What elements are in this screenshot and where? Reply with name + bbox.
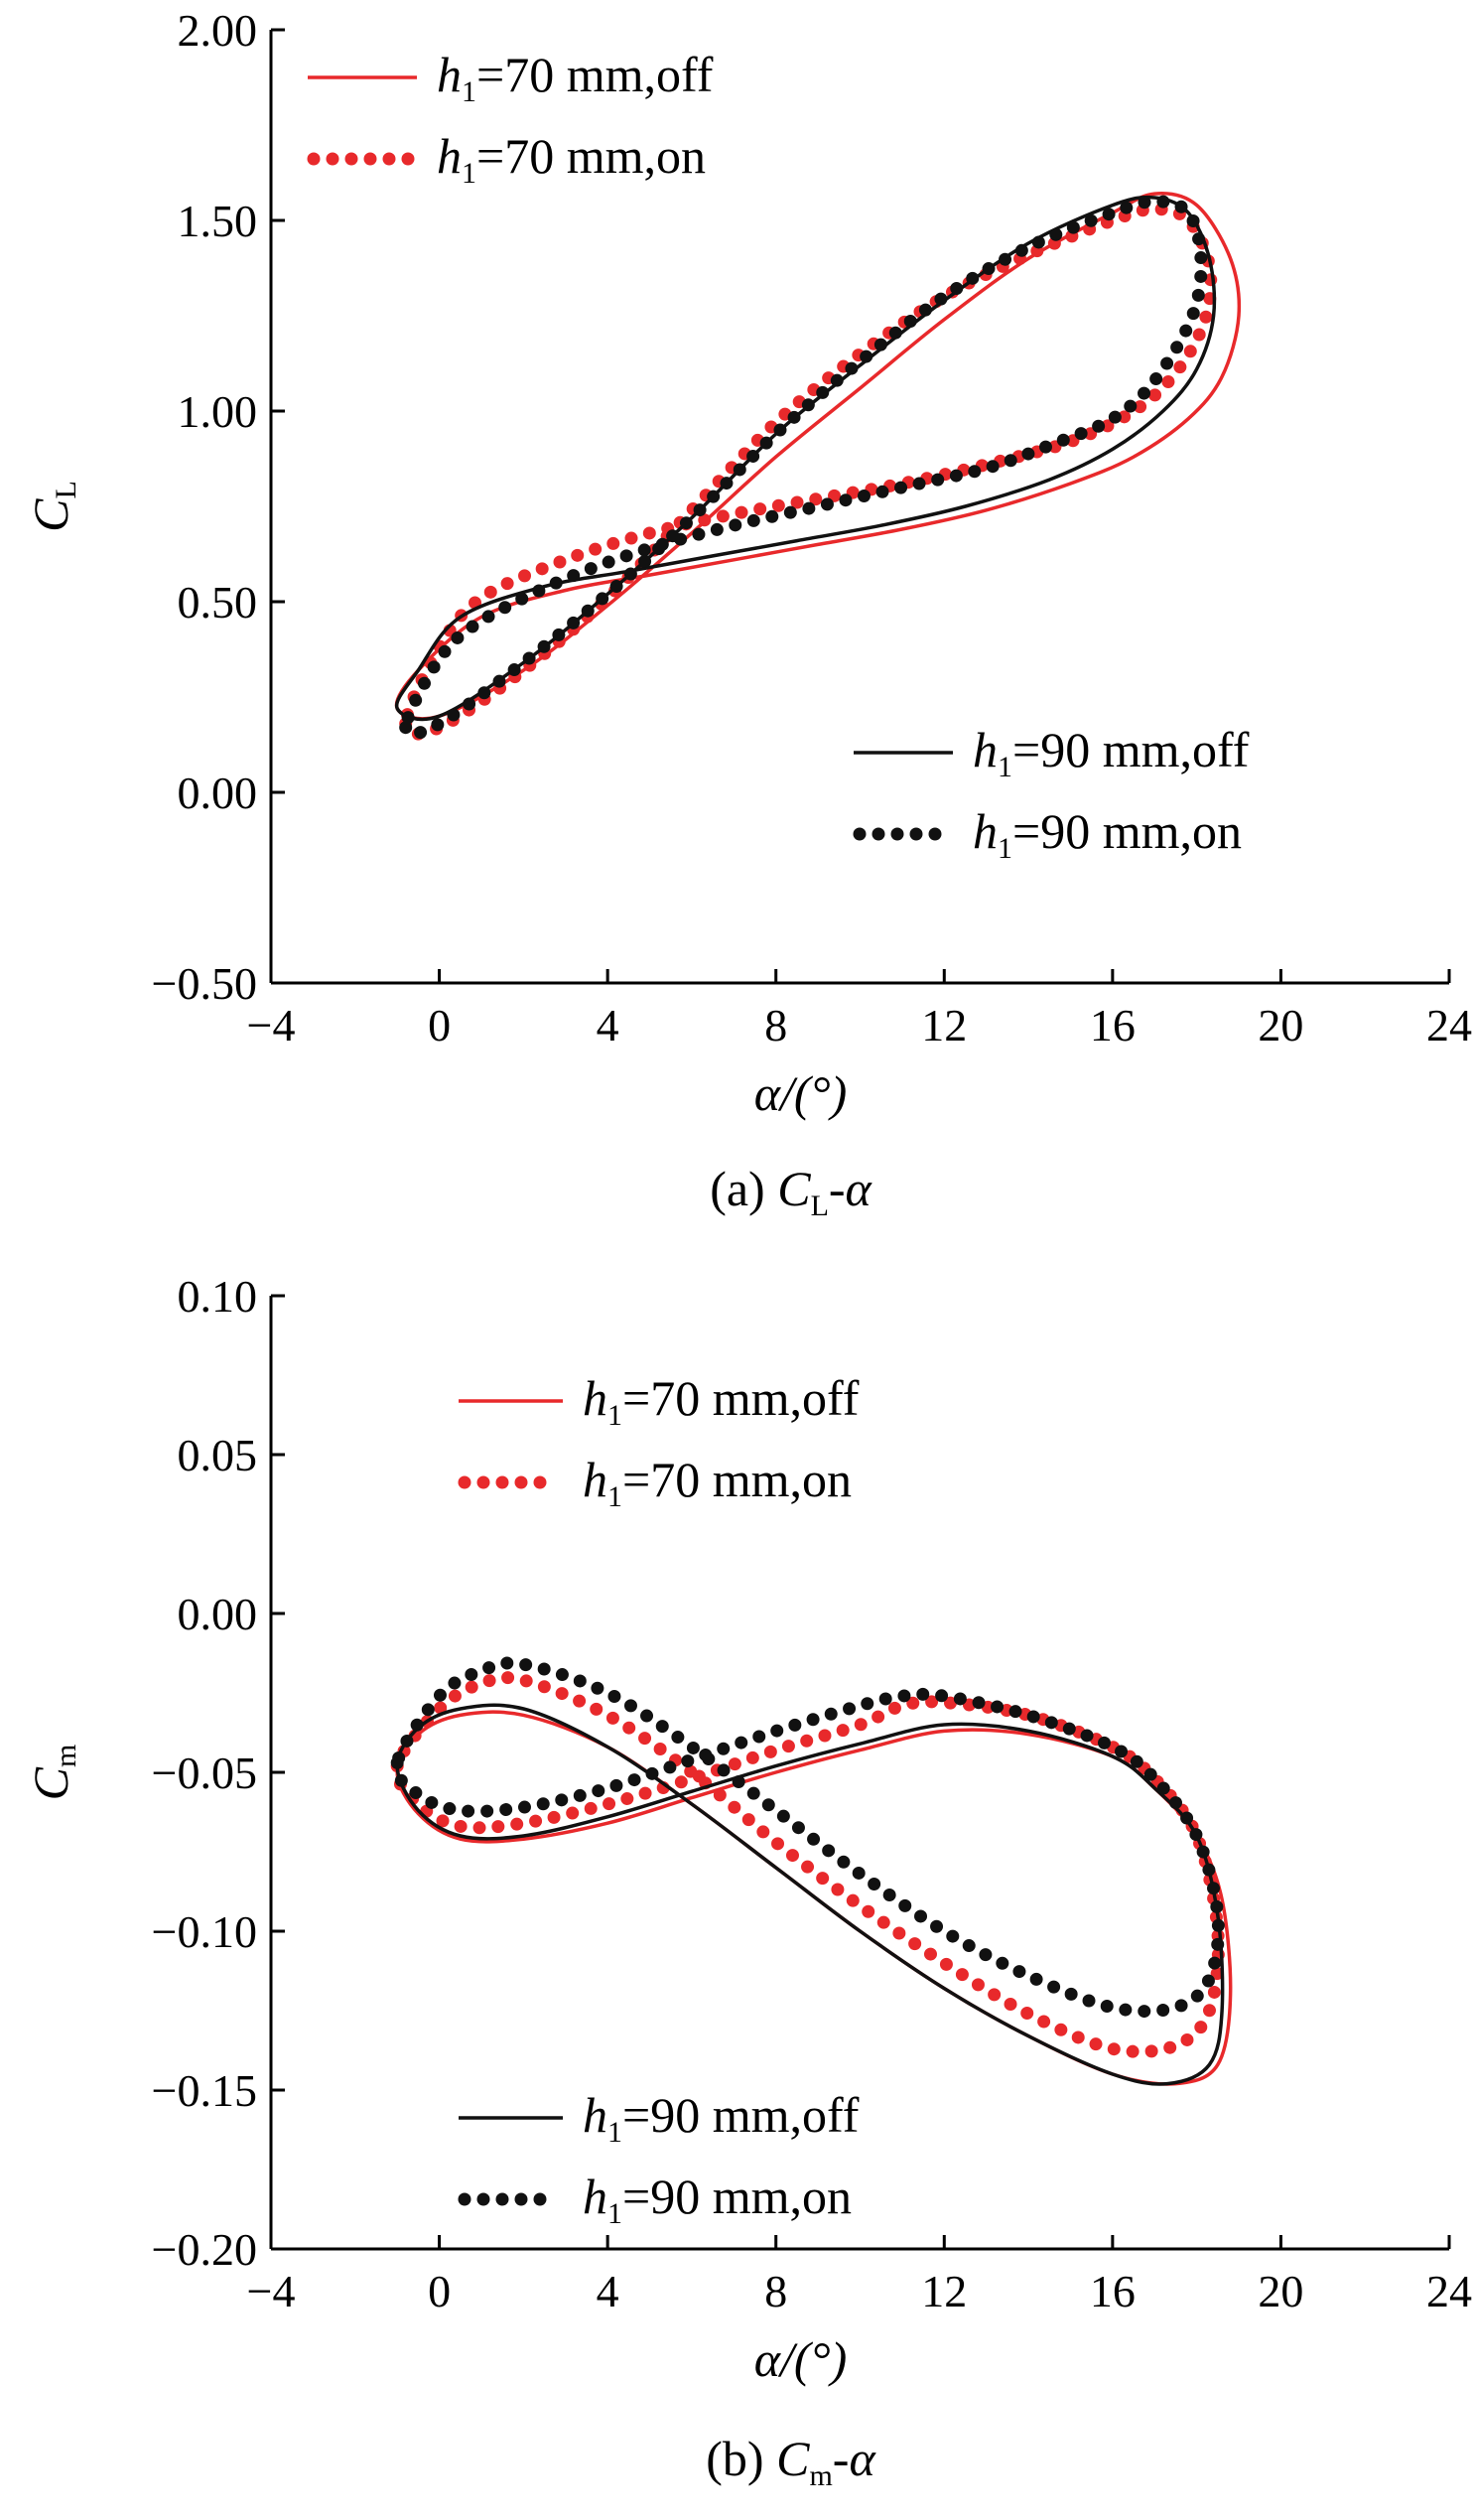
legend-post: =90 mm,off (622, 2087, 860, 2143)
caption-prefix: (b) (706, 2431, 776, 2486)
legend-sub: 1 (607, 2116, 622, 2149)
x-tick-label: 12 (921, 2266, 967, 2316)
y-axis-label-main: C (23, 498, 78, 532)
y-axis-label-sub: L (50, 481, 82, 498)
x-tick-label: 8 (764, 2266, 787, 2316)
panel-caption: (a) CL-α (710, 1161, 872, 1222)
y-tick-label: 0.10 (178, 1271, 258, 1322)
x-tick-label: 0 (428, 1000, 451, 1050)
y-tick-label: 0.05 (178, 1430, 258, 1480)
legend-pre: h (583, 2169, 607, 2224)
y-axis-label-sub: m (50, 1745, 82, 1767)
x-axis-label: α/(°) (754, 2331, 847, 2387)
legend-entry-1: h1=70 mm,on (583, 1452, 852, 1513)
legend-pre: h (583, 1370, 607, 1426)
x-tick-label: 4 (597, 1000, 619, 1050)
legend-entry-3: h1=90 mm,on (583, 2169, 852, 2230)
legend-pre: h (583, 2087, 607, 2143)
y-axis-label-main: C (23, 1766, 78, 1800)
caption-main: C (777, 1161, 811, 1216)
legend-sub: 1 (462, 157, 476, 190)
x-tick-label: 16 (1090, 2266, 1136, 2316)
legend-post: =70 mm,off (622, 1370, 860, 1426)
legend-post: =90 mm,off (1012, 722, 1250, 777)
x-tick-label: 12 (921, 1000, 967, 1050)
caption-sub: L (811, 1190, 829, 1222)
series-line-2 (394, 195, 1217, 722)
x-tick-label: 0 (428, 2266, 451, 2316)
legend-pre: h (973, 722, 998, 777)
legend-sub: 1 (607, 2197, 622, 2230)
panel-caption: (b) Cm-α (706, 2431, 876, 2492)
legend-post: =90 mm,on (622, 2169, 852, 2224)
legend-entry-2: h1=90 mm,off (973, 722, 1250, 783)
series-line-3 (399, 195, 1208, 741)
legend-pre: h (583, 1452, 607, 1507)
x-tick-label: 20 (1258, 2266, 1303, 2316)
y-tick-label: −0.50 (152, 958, 257, 1009)
chart0: −4 0 4 8 12 16 20 24 −0.50 0.00 0.50 1.00 1.50 2.00 α/… (23, 5, 1472, 1222)
legend-sub: 1 (607, 1399, 622, 1432)
legend-entry-2: h1=90 mm,off (583, 2087, 860, 2149)
x-tick-label: −4 (247, 2266, 296, 2316)
x-tick-label: 8 (764, 1000, 787, 1050)
x-tick-label: 24 (1426, 2266, 1472, 2316)
series-line-1 (390, 1671, 1225, 2058)
x-tick-label: 16 (1090, 1000, 1136, 1050)
caption-sub: m (809, 2459, 832, 2492)
chart1: −4 0 4 8 12 16 20 24 −0.20 −0.15 −0.10 −0.05 0.00 0.0… (23, 1271, 1472, 2492)
y-tick-label: 2.00 (178, 5, 258, 56)
y-axis-label: Cm (23, 1745, 82, 1801)
legend-post: =70 mm,off (476, 47, 714, 102)
series-line-2 (395, 1703, 1225, 2086)
legend-post: =70 mm,on (476, 128, 706, 184)
legend-pre: h (973, 803, 998, 859)
y-tick-label: −0.15 (152, 2065, 257, 2116)
x-tick-label: 4 (597, 2266, 619, 2316)
legend-post: =90 mm,on (1012, 803, 1242, 859)
y-tick-label: 0.50 (178, 577, 258, 628)
legend-sub: 1 (998, 832, 1012, 865)
series-line-0 (394, 192, 1242, 721)
y-tick-label: 0.00 (178, 768, 258, 818)
caption-main: C (776, 2431, 810, 2486)
legend-entry-3: h1=90 mm,on (973, 803, 1242, 865)
x-tick-label: 24 (1426, 1000, 1472, 1050)
caption-prefix: (a) (710, 1161, 777, 1216)
x-tick-label: −4 (247, 1000, 296, 1050)
series-line-1 (399, 202, 1218, 741)
legend-sub: 1 (998, 751, 1012, 783)
legend-sub: 1 (607, 1480, 622, 1513)
legend-sub: 1 (462, 75, 476, 108)
x-tick-label: 20 (1258, 1000, 1303, 1050)
caption-suffix: -α (829, 1161, 873, 1216)
y-tick-label: 0.00 (178, 1589, 258, 1639)
series-line-3 (390, 1656, 1225, 2019)
y-tick-label: −0.20 (152, 2224, 257, 2275)
y-axis-label: CL (23, 481, 82, 532)
legend-entry-0: h1=70 mm,off (437, 47, 714, 108)
y-tick-label: 1.50 (178, 196, 258, 246)
legend-entry-0: h1=70 mm,off (583, 1370, 860, 1432)
legend-post: =70 mm,on (622, 1452, 852, 1507)
legend-pre: h (437, 47, 462, 102)
y-tick-label: −0.05 (152, 1748, 257, 1798)
x-axis-label: α/(°) (754, 1065, 847, 1121)
legend-entry-1: h1=70 mm,on (437, 128, 706, 190)
y-tick-label: 1.00 (178, 386, 258, 437)
y-tick-label: −0.10 (152, 1906, 257, 1957)
caption-suffix: -α (833, 2431, 877, 2486)
legend-pre: h (437, 128, 462, 184)
